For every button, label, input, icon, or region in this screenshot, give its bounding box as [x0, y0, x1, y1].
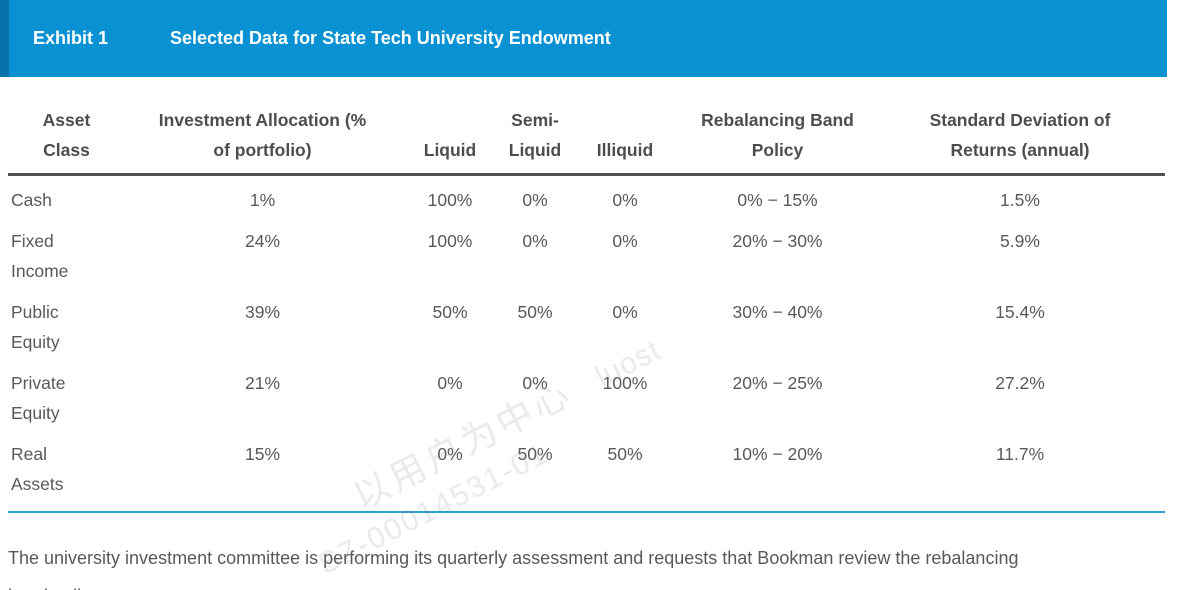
cell-rebalancing-band: 20% − 30% [732, 231, 823, 251]
cell-asset: Fixed Income [11, 231, 69, 281]
cell-liquid: 0% [437, 444, 463, 464]
cell-std-dev: 27.2% [995, 373, 1045, 393]
header-row: Asset Class Investment Allocation (% of po… [8, 103, 1165, 176]
cell-liquid: 0% [437, 373, 463, 393]
cell-illiquid: 0% [612, 231, 638, 251]
body-paragraph: The university investment committee is p… [8, 548, 1019, 590]
cell-rebalancing-band: 30% − 40% [732, 302, 823, 322]
cell-std-dev: 11.7% [995, 444, 1045, 464]
cell-liquid: 50% [432, 302, 468, 322]
cell-rebalancing-band: 20% − 25% [732, 373, 823, 393]
col-header-semi-liquid: Semi- Liquid [500, 103, 570, 176]
cell-allocation: 15% [244, 444, 281, 464]
banner-left-stripe [0, 0, 9, 77]
cell-allocation: 39% [244, 302, 281, 322]
table-row-private-equity: Private Equity 21% 0% 0% 100% 20% − 25% 2… [8, 359, 1165, 430]
col-header-illiquid: Illiquid [570, 103, 680, 176]
cell-illiquid: 0% [612, 302, 638, 322]
cell-illiquid: 100% [602, 373, 648, 393]
table-row-fixed-income: Fixed Income 24% 100% 0% 0% 20% − 30% 5.9… [8, 217, 1165, 288]
cell-illiquid: 0% [612, 190, 638, 210]
cell-semi-liquid: 0% [522, 231, 548, 251]
cell-semi-liquid: 0% [522, 190, 548, 210]
table-row-real-assets: Real Assets 15% 0% 50% 50% 10% − 20% 11.7… [8, 430, 1165, 512]
cell-std-dev: 1.5% [1000, 190, 1040, 210]
cell-liquid: 100% [427, 231, 473, 251]
cell-asset: Public Equity [11, 302, 60, 352]
col-header-asset-class: Asset Class [8, 103, 125, 176]
cell-semi-liquid: 0% [522, 373, 548, 393]
col-header-investment-allocation: Investment Allocation (% of portfolio) [125, 103, 400, 176]
cell-allocation: 21% [244, 373, 281, 393]
cell-rebalancing-band: 0% − 15% [737, 190, 818, 210]
cell-illiquid: 50% [607, 444, 643, 464]
cell-asset: Real Assets [11, 444, 64, 494]
cell-std-dev: 15.4% [995, 302, 1045, 322]
col-header-liquid: Liquid [400, 103, 500, 176]
cell-semi-liquid: 50% [517, 444, 553, 464]
exhibit-banner: Exhibit 1 Selected Data for State Tech U… [0, 0, 1167, 77]
exhibit-label: Exhibit 1 [33, 28, 109, 48]
col-header-std-deviation: Standard Deviation of Returns (annual) [875, 103, 1165, 176]
table-row-public-equity: Public Equity 39% 50% 50% 0% 30% − 40% 15… [8, 288, 1165, 359]
cell-asset: Cash [11, 190, 52, 210]
cell-liquid: 100% [427, 190, 473, 210]
cell-semi-liquid: 50% [517, 302, 553, 322]
cell-std-dev: 5.9% [1000, 231, 1040, 251]
table-row-cash: Cash 1% 100% 0% 0% 0% − 15% 1.5% [8, 175, 1165, 218]
cell-allocation: 1% [249, 190, 276, 210]
cell-asset: Private Equity [11, 373, 66, 423]
endowment-data-table: Asset Class Investment Allocation (% of po… [8, 103, 1165, 513]
cell-allocation: 24% [244, 231, 281, 251]
col-header-rebalancing-band: Rebalancing Band Policy [680, 103, 875, 176]
cell-rebalancing-band: 10% − 20% [732, 444, 823, 464]
exhibit-title: Selected Data for State Tech University … [170, 28, 611, 48]
